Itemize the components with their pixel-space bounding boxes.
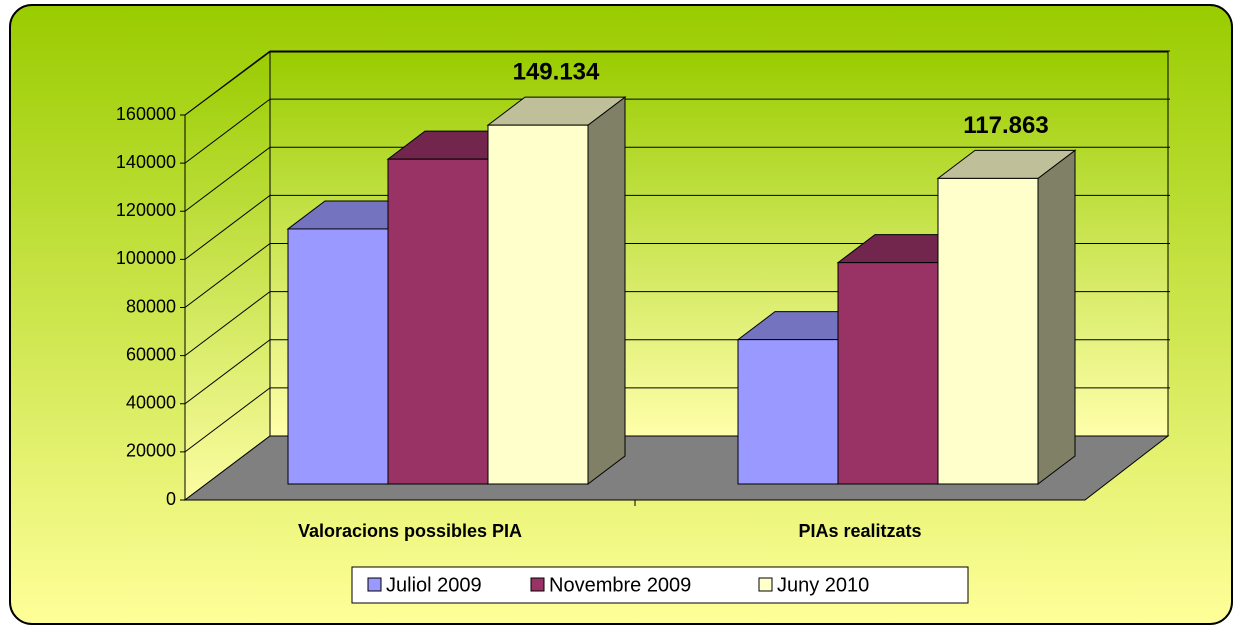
grid-line [184, 339, 271, 405]
bar [837, 262, 939, 485]
grid-line [184, 146, 271, 212]
grid-line [184, 194, 271, 260]
y-tick-label: 120000 [116, 200, 176, 220]
bar [737, 339, 839, 485]
grid-line [184, 291, 271, 357]
x-tick-label: Valoracions possibles PIA [298, 521, 522, 541]
y-tick-label: 60000 [126, 344, 176, 364]
grid-line [184, 98, 271, 164]
grid-line [184, 243, 271, 308]
grid-line [184, 50, 271, 116]
bar [937, 177, 1039, 485]
y-tick-label: 0 [166, 489, 176, 509]
legend-label: Juny 2010 [777, 574, 869, 596]
annotation: 149.134 [513, 58, 600, 85]
grid-line [184, 387, 271, 453]
bar [487, 124, 589, 485]
bar [387, 158, 489, 485]
y-tick-label: 100000 [116, 248, 176, 268]
annotation: 117.863 [963, 112, 1048, 139]
legend-swatch [758, 577, 773, 592]
y-tick-label: 40000 [126, 393, 176, 413]
y-tick-label: 20000 [126, 441, 176, 461]
legend-label: Novembre 2009 [549, 574, 691, 596]
legend-swatch [367, 577, 382, 592]
bar-side [587, 96, 626, 486]
bar-side [1037, 149, 1076, 486]
legend-swatch [530, 577, 545, 592]
x-tick-label: PIAs realitzats [798, 521, 921, 541]
y-tick-label: 80000 [126, 296, 176, 316]
bar [287, 228, 389, 485]
legend [351, 566, 969, 604]
y-tick-label: 160000 [116, 104, 176, 124]
legend-label: Juliol 2009 [386, 574, 482, 596]
y-tick-label: 140000 [116, 152, 176, 172]
